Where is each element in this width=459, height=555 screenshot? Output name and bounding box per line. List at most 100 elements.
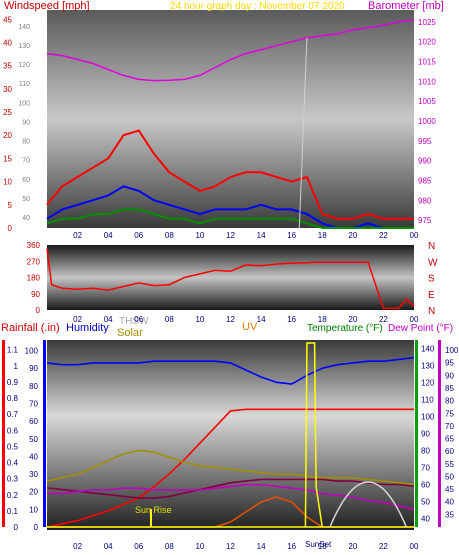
y-tick-temperature: 130 xyxy=(421,362,435,371)
x-tick-label: 02 xyxy=(73,542,82,551)
y-tick-windspeed-inner: 100 xyxy=(18,100,30,107)
y-tick-dewpoint: 80 xyxy=(445,397,454,406)
x-tick-label: 08 xyxy=(165,315,174,324)
y-tick-dewpoint: 95 xyxy=(445,359,454,368)
y-tick-barometer: 995 xyxy=(418,137,432,146)
y-tick-dewpoint: 35 xyxy=(445,510,454,519)
moon-arc xyxy=(329,481,408,528)
y-tick-windspeed-inner: 40 xyxy=(22,215,30,222)
y-tick-compass: W xyxy=(428,257,438,268)
x-tick-label: 18 xyxy=(318,231,327,240)
y-tick-dewpoint: 85 xyxy=(445,384,454,393)
panel-mid-bg xyxy=(47,245,414,310)
y-tick-dewpoint: 40 xyxy=(445,498,454,507)
y-tick-windspeed-inner: 140 xyxy=(18,24,30,31)
y-tick-rainfall: 0.8 xyxy=(7,394,19,403)
y-tick-windspeed-inner: 120 xyxy=(18,62,30,69)
series-temperature xyxy=(46,478,415,499)
barometer-label: Barometer [mb] xyxy=(368,0,444,12)
y-tick-direction: 270 xyxy=(27,257,41,266)
x-tick-label: 04 xyxy=(104,542,113,551)
x-tick-label: 10 xyxy=(195,315,204,324)
y-tick-direction: 180 xyxy=(27,274,41,283)
y-tick-rainfall: 0.4 xyxy=(7,459,19,468)
y-tick-humidity: 50 xyxy=(29,435,38,444)
y-tick-windspeed-inner: 60 xyxy=(22,177,30,184)
y-tick-temperature: 70 xyxy=(421,464,430,473)
y-tick-windspeed-inner: 130 xyxy=(18,43,30,50)
y-tick-barometer: 1025 xyxy=(418,18,436,27)
y-tick-windspeed-inner: 70 xyxy=(22,158,30,165)
panel-bottom-bg xyxy=(47,340,414,530)
y-tick-dewpoint: 90 xyxy=(445,371,454,380)
series-thsw xyxy=(46,449,415,486)
series-dew-point xyxy=(47,483,415,511)
uv-spike xyxy=(304,342,323,528)
y-tick-temperature: 50 xyxy=(421,498,430,507)
x-tick-label: 18 xyxy=(318,542,327,551)
y-tick-windspeed-inner: 90 xyxy=(22,119,30,126)
y-tick-barometer: 1010 xyxy=(418,77,436,86)
dewpoint-label: Dew Point (°F) xyxy=(388,323,453,334)
y-tick-compass: S xyxy=(428,274,435,285)
y-tick-rainfall: 0 xyxy=(14,523,19,532)
y-tick-compass: N xyxy=(428,241,435,252)
y-tick-humidity: 80 xyxy=(29,382,38,391)
x-tick-label: 14 xyxy=(257,542,266,551)
dewpoint-axis-bar xyxy=(438,340,441,527)
y-tick-barometer: 1005 xyxy=(418,97,436,106)
x-tick-label: 16 xyxy=(287,542,296,551)
y-tick-rainfall: 0.7 xyxy=(7,410,19,419)
y-tick-humidity: 10 xyxy=(29,505,38,514)
x-tick-label: 16 xyxy=(287,231,296,240)
y-tick-windspeed: 5 xyxy=(8,201,13,210)
y-tick-windspeed: 45 xyxy=(3,15,12,24)
thsw-label: THSW xyxy=(119,316,149,327)
y-tick-windspeed: 40 xyxy=(3,38,12,47)
x-tick-label: 00 xyxy=(410,542,419,551)
y-tick-barometer: 1015 xyxy=(418,58,436,67)
rainfall-label: Rainfall (.in) xyxy=(1,322,60,334)
y-tick-rainfall: 0.5 xyxy=(7,442,19,451)
x-tick-label: 04 xyxy=(104,231,113,240)
sunset-label: SunSet xyxy=(305,540,332,549)
series-rainfall xyxy=(46,408,414,528)
y-tick-windspeed-inner: 80 xyxy=(22,139,30,146)
y-tick-temperature: 140 xyxy=(421,345,435,354)
x-tick-label: 20 xyxy=(348,542,357,551)
windspeed-label: Windspeed [mph] xyxy=(4,0,90,12)
y-tick-rainfall: 0.3 xyxy=(7,475,19,484)
y-tick-windspeed: 25 xyxy=(3,108,12,117)
x-tick-label: 22 xyxy=(379,315,388,324)
y-tick-humidity: 100 xyxy=(25,347,39,356)
x-tick-label: 06 xyxy=(134,231,143,240)
uv-label: UV xyxy=(242,321,258,333)
y-tick-humidity: 60 xyxy=(29,417,38,426)
panel-top-bg xyxy=(47,10,414,228)
time-marker-line xyxy=(298,37,308,229)
y-tick-humidity: 30 xyxy=(29,470,38,479)
y-tick-windspeed: 35 xyxy=(3,62,12,71)
temperature-axis-bar xyxy=(415,340,418,527)
x-tick-label: 04 xyxy=(104,315,113,324)
y-tick-rainfall: 1 xyxy=(14,362,19,371)
temperature-label: Temperature (°F) xyxy=(307,323,383,334)
y-tick-dewpoint: 45 xyxy=(445,485,454,494)
y-tick-windspeed: 10 xyxy=(3,178,12,187)
x-tick-label: 12 xyxy=(226,231,235,240)
x-tick-label: 08 xyxy=(165,542,174,551)
x-tick-label: 08 xyxy=(165,231,174,240)
x-tick-label: 18 xyxy=(318,315,327,324)
y-tick-compass: E xyxy=(428,290,435,301)
x-tick-label: 20 xyxy=(348,315,357,324)
x-tick-label: 12 xyxy=(226,315,235,324)
y-tick-barometer: 980 xyxy=(418,196,432,205)
y-tick-dewpoint: 100 xyxy=(445,346,459,355)
y-tick-windspeed: 30 xyxy=(3,85,12,94)
y-tick-dewpoint: 65 xyxy=(445,435,454,444)
y-tick-rainfall: 0.6 xyxy=(7,426,19,435)
rainfall-axis-bar xyxy=(2,340,5,527)
series-wind-gust xyxy=(46,129,414,220)
x-tick-label: 12 xyxy=(226,542,235,551)
